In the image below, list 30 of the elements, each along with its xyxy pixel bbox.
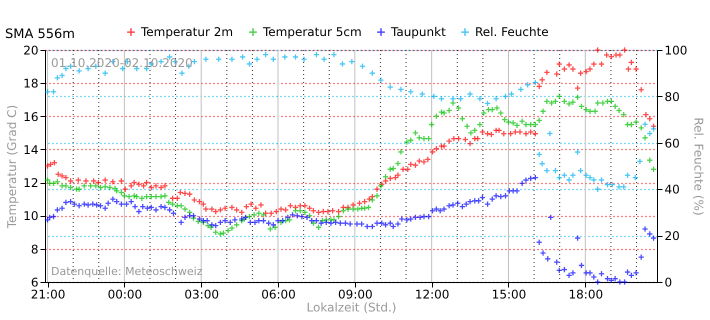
y-tick-label: 18 <box>23 76 38 91</box>
x-tick-label: 12:00 <box>414 288 450 302</box>
x-tick-label: 06:00 <box>261 288 296 302</box>
y2-tick-label: 40 <box>664 182 680 197</box>
y2-tick-label: 20 <box>664 229 680 244</box>
legend-label: Rel. Feuchte <box>475 25 549 40</box>
y2-tick-label: 0 <box>664 276 672 290</box>
x-tick-label: 09:00 <box>338 288 373 302</box>
x-tick-label: 00:00 <box>108 288 142 302</box>
chart-title: SMA 556m <box>5 27 75 42</box>
y2-axis-title: Rel. Feuchte (%) <box>691 117 706 216</box>
y-axis-title: Temperatur (Grad C) <box>5 104 20 230</box>
x-tick-label: 21:00 <box>30 288 66 302</box>
x-axis-title: Lokalzeit (Std.) <box>306 300 396 314</box>
x-tick-label: 03:00 <box>184 288 219 302</box>
y2-tick-label: 80 <box>664 90 680 104</box>
y-tick-label: 8 <box>30 242 38 256</box>
legend-label: Temperatur 5cm <box>262 25 362 40</box>
legend-label: Taupunkt <box>390 25 446 40</box>
y2-tick-label: 60 <box>664 136 680 150</box>
y-tick-label: 10 <box>23 209 38 224</box>
x-tick-label: 18:00 <box>568 288 604 302</box>
y-tick-label: 16 <box>23 110 38 124</box>
x-tick-label: 15:00 <box>492 288 526 302</box>
y-tick-label: 20 <box>23 44 38 58</box>
y2-tick-label: 100 <box>664 44 688 58</box>
y-tick-label: 12 <box>23 176 38 190</box>
y-tick-label: 6 <box>30 276 38 290</box>
y-tick-label: 14 <box>23 142 38 157</box>
legend-label: Temperatur 2m <box>140 25 234 40</box>
